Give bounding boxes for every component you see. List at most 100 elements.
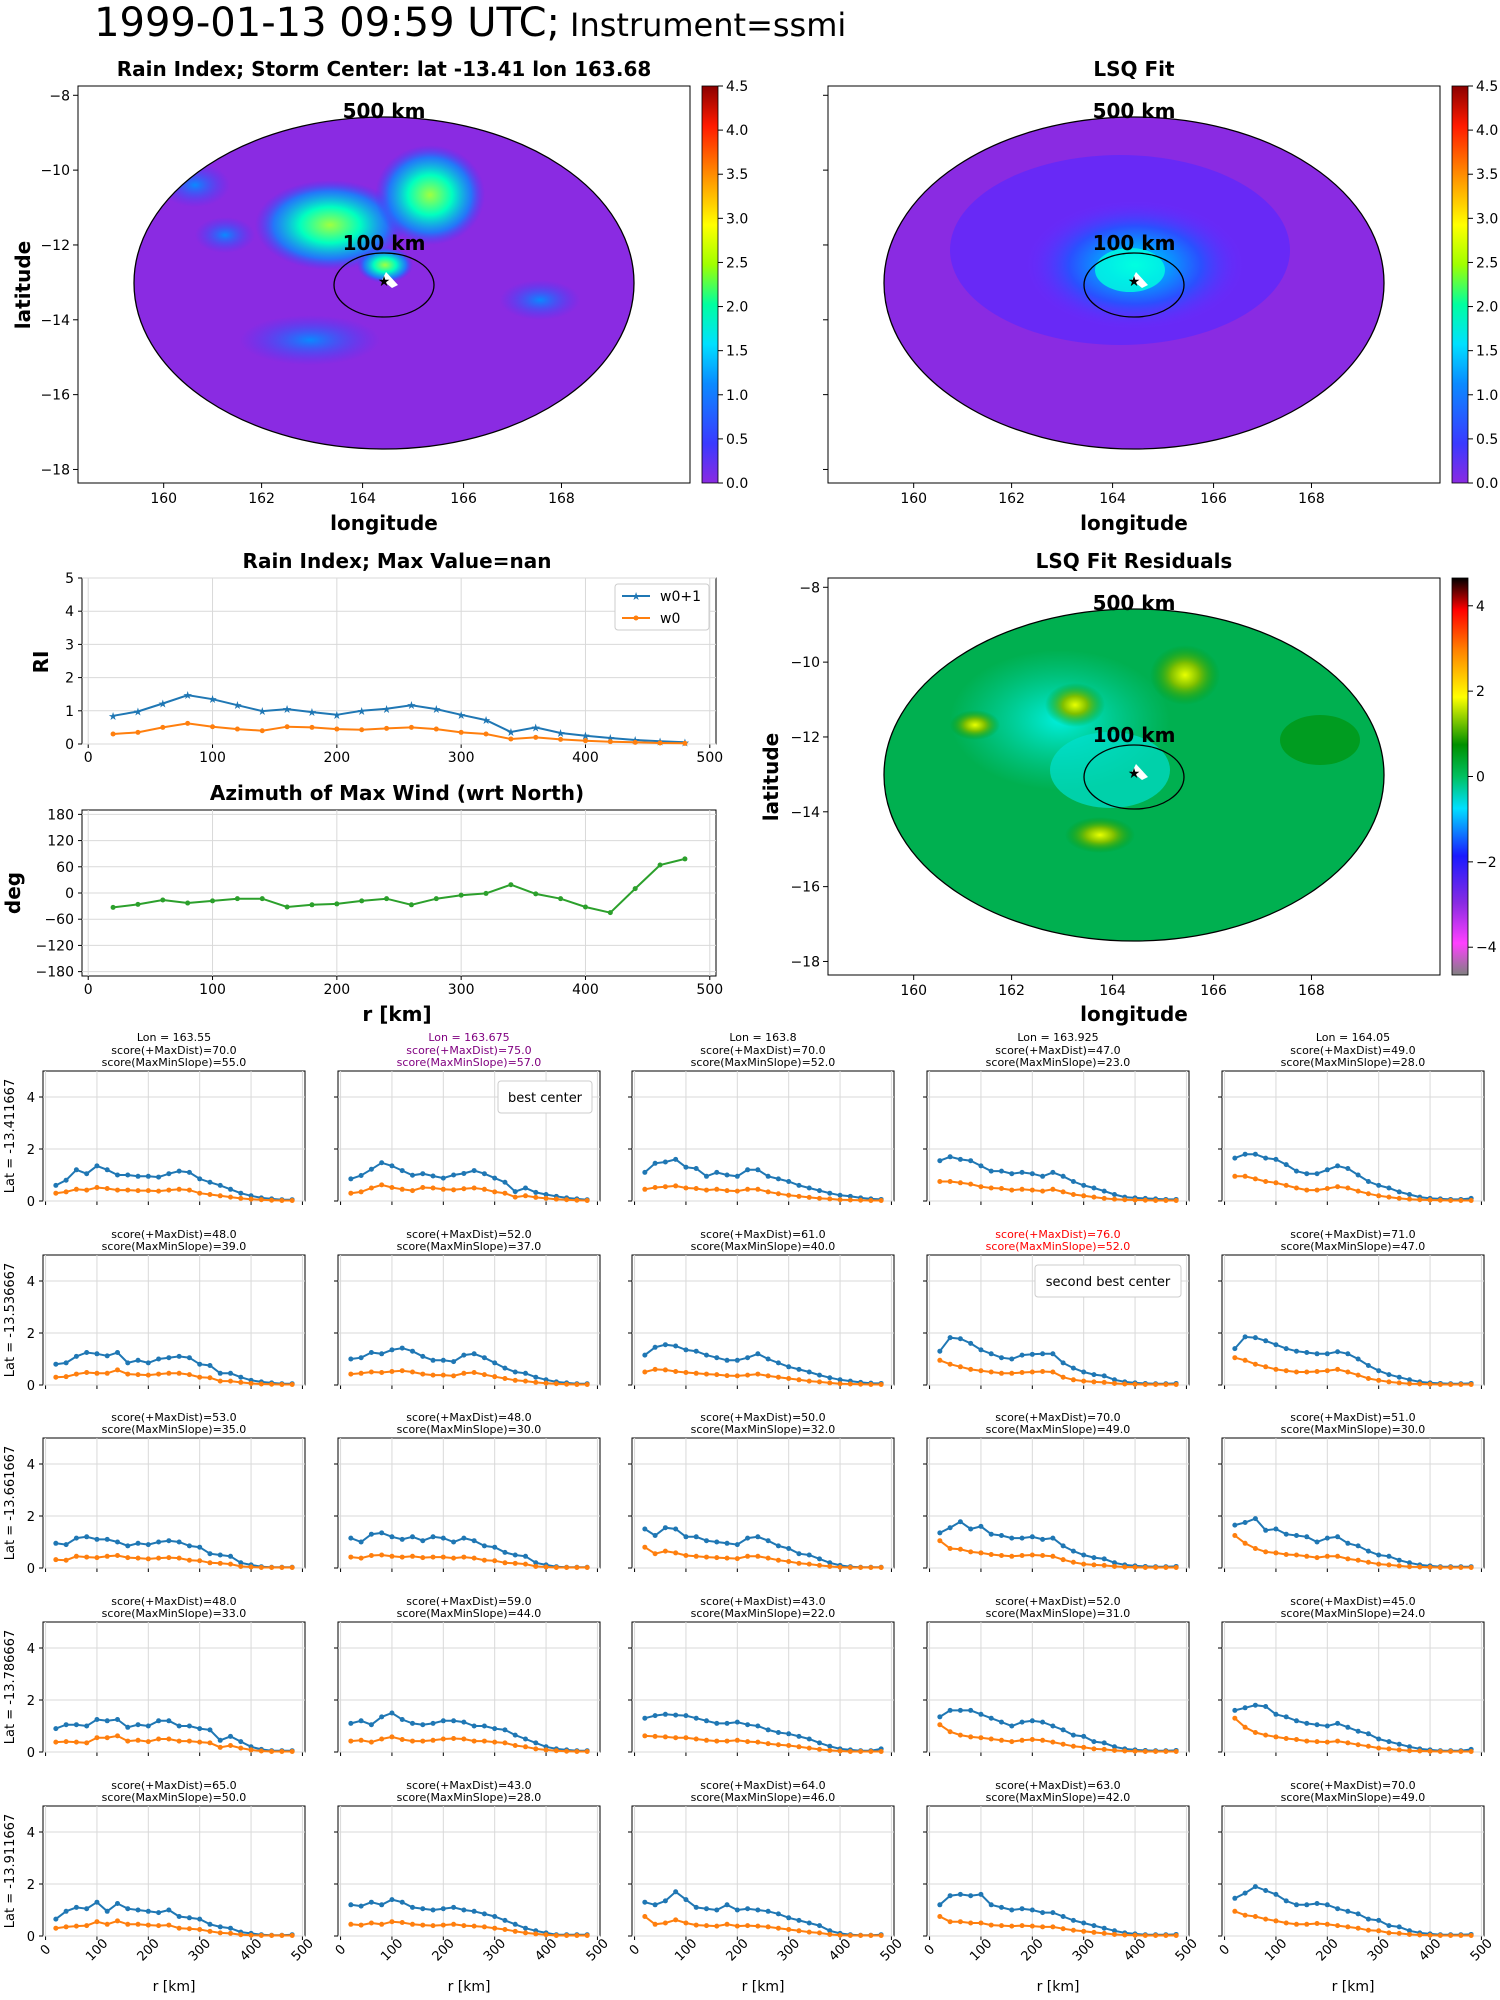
data-point bbox=[734, 1737, 740, 1743]
data-point bbox=[558, 896, 564, 902]
data-point bbox=[481, 1372, 487, 1378]
data-point bbox=[461, 1535, 467, 1541]
data-point bbox=[693, 1904, 699, 1910]
data-point bbox=[673, 1526, 679, 1532]
data-point bbox=[662, 1342, 668, 1348]
data-point bbox=[399, 1186, 405, 1192]
data-point bbox=[734, 1923, 740, 1929]
data-point bbox=[1396, 1924, 1402, 1930]
data-point bbox=[988, 1185, 994, 1191]
data-point bbox=[1050, 1186, 1056, 1192]
data-point bbox=[166, 1538, 172, 1544]
data-point bbox=[1365, 1927, 1371, 1933]
data-point bbox=[73, 1371, 79, 1377]
data-point: ★ bbox=[108, 710, 118, 723]
data-point bbox=[968, 1181, 974, 1187]
data-point bbox=[827, 1928, 833, 1934]
data-point bbox=[166, 1736, 172, 1742]
data-point bbox=[786, 1192, 792, 1198]
data-point bbox=[1468, 1932, 1474, 1938]
data-point bbox=[745, 1186, 751, 1192]
data-point bbox=[1263, 1888, 1269, 1893]
data-point bbox=[1232, 1522, 1238, 1528]
data-point bbox=[642, 1369, 648, 1375]
data-point bbox=[84, 1554, 90, 1560]
data-point bbox=[806, 1561, 812, 1567]
data-point bbox=[433, 896, 439, 902]
data-point bbox=[786, 1743, 792, 1748]
data-point bbox=[269, 1932, 275, 1938]
data-point bbox=[1081, 1920, 1087, 1926]
data-point bbox=[156, 1174, 162, 1180]
colorbar-tick-label: 1.0 bbox=[726, 388, 748, 404]
data-point bbox=[1293, 1737, 1299, 1743]
data-point bbox=[1386, 1185, 1392, 1191]
data-point bbox=[481, 1171, 487, 1177]
data-point bbox=[502, 1727, 508, 1733]
data-point bbox=[279, 1381, 285, 1387]
data-point bbox=[998, 1186, 1004, 1192]
data-point bbox=[379, 1736, 385, 1742]
data-point bbox=[358, 1718, 364, 1724]
data-point bbox=[1314, 1351, 1320, 1357]
data-point: ★ bbox=[357, 705, 367, 718]
data-point bbox=[1232, 1173, 1238, 1179]
data-point bbox=[693, 1553, 699, 1559]
data-point: ★ bbox=[332, 709, 342, 722]
data-point bbox=[957, 1707, 963, 1713]
data-point bbox=[433, 726, 439, 732]
data-point bbox=[217, 1737, 223, 1743]
data-point bbox=[399, 1554, 405, 1560]
data-point bbox=[176, 1539, 182, 1545]
panel-score-maxminslope: score(MaxMinSlope)=28.0 bbox=[1281, 1056, 1426, 1069]
data-point bbox=[114, 1350, 120, 1355]
data-point bbox=[368, 1369, 374, 1375]
panel-score-maxdist: score(+MaxDist)=45.0 bbox=[1290, 1595, 1415, 1608]
data-point bbox=[1386, 1739, 1392, 1745]
data-point bbox=[523, 1553, 529, 1559]
data-point bbox=[1396, 1930, 1402, 1936]
data-point bbox=[1314, 1921, 1320, 1927]
profile-ylabel: RI bbox=[29, 651, 53, 674]
data-point bbox=[1081, 1733, 1087, 1739]
data-point bbox=[125, 1738, 131, 1744]
panel-lat-label: Lat = -13.536667 bbox=[3, 1263, 18, 1377]
azimuth-ylabel: deg bbox=[1, 872, 25, 914]
data-point bbox=[258, 1381, 264, 1387]
data-point bbox=[775, 1557, 781, 1563]
data-point bbox=[878, 1197, 884, 1203]
data-point bbox=[978, 1711, 984, 1717]
data-point bbox=[228, 1378, 234, 1384]
data-point bbox=[207, 1363, 213, 1368]
data-point bbox=[481, 1911, 487, 1917]
x-tick-label: 0 bbox=[1217, 1942, 1233, 1958]
data-point bbox=[73, 1923, 79, 1929]
panel-score-maxminslope: score(MaxMinSlope)=33.0 bbox=[102, 1607, 247, 1620]
resid-100km-ring bbox=[1083, 744, 1185, 810]
data-point bbox=[837, 1192, 843, 1198]
data-point bbox=[1365, 1363, 1371, 1368]
data-point bbox=[817, 1556, 823, 1562]
data-point bbox=[1365, 1731, 1371, 1737]
resid-colorbar bbox=[1451, 577, 1469, 976]
data-point bbox=[724, 1172, 730, 1178]
data-point bbox=[755, 1923, 761, 1929]
x-tick-label: 200 bbox=[135, 1936, 163, 1964]
panel-axes bbox=[631, 1621, 895, 1753]
data-point bbox=[451, 1904, 457, 1910]
candidate-panel: score(+MaxDist)=65.0score(MaxMinSlope)=5… bbox=[3, 1779, 317, 1995]
data-point bbox=[1142, 1564, 1148, 1570]
rain-map-title: Rain Index; Storm Center: lat -13.41 lon… bbox=[117, 57, 652, 81]
data-point bbox=[145, 1922, 151, 1928]
y-tick-label: −180 bbox=[36, 965, 74, 981]
colorbar-tick-label: 0.5 bbox=[726, 432, 748, 448]
data-point bbox=[186, 1915, 192, 1921]
data-point bbox=[440, 1186, 446, 1192]
data-point bbox=[84, 1534, 90, 1540]
data-point bbox=[1293, 1902, 1299, 1908]
data-point bbox=[683, 1713, 689, 1719]
data-point bbox=[988, 1736, 994, 1742]
data-point bbox=[409, 1369, 415, 1375]
data-point bbox=[1396, 1747, 1402, 1753]
data-point bbox=[217, 1560, 223, 1566]
